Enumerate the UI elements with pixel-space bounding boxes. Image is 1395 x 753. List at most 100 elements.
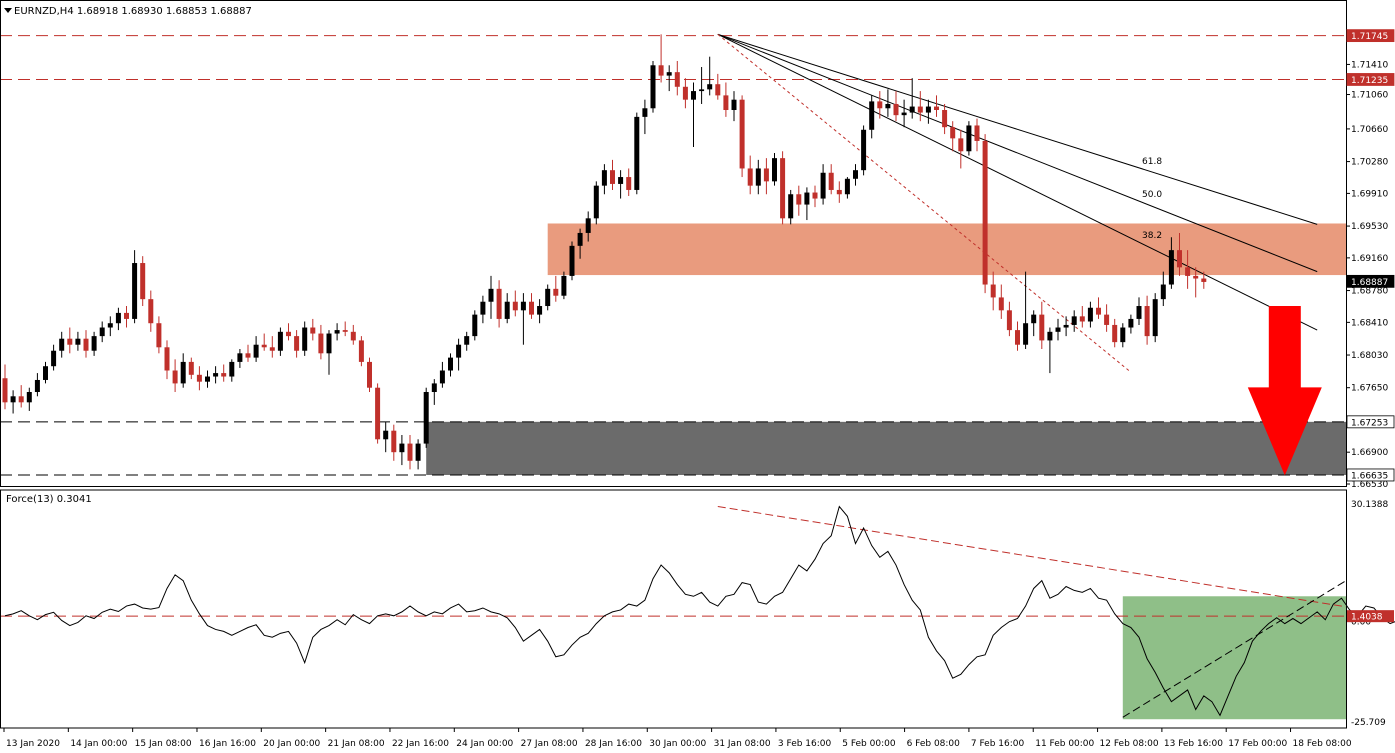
- candle-body: [512, 301, 518, 311]
- price-badge-label: 1.71235: [1351, 76, 1388, 86]
- candle-body: [1079, 316, 1085, 322]
- candle-body: [448, 357, 453, 371]
- candle-body: [788, 194, 794, 219]
- candle-body: [1136, 306, 1142, 319]
- candle-body: [59, 338, 65, 351]
- indicator-trendline-black: [1122, 580, 1347, 718]
- candle-body: [974, 125, 980, 141]
- indicator-badge: [1347, 610, 1394, 623]
- price-tick-label: 1.68410: [1351, 318, 1388, 328]
- candle-body: [828, 172, 834, 190]
- time-tick-label: 24 Jan 00:00: [456, 739, 513, 749]
- indicator-green-zone: [1122, 596, 1346, 720]
- candle-body: [318, 333, 324, 354]
- price-frame: [0, 0, 1347, 487]
- candle-body: [796, 194, 802, 205]
- candle-body: [18, 396, 24, 403]
- candle-body: [674, 72, 680, 87]
- candle-body: [1071, 316, 1077, 325]
- candle-body: [205, 376, 210, 382]
- candle-body: [707, 84, 713, 90]
- candle-body: [350, 331, 356, 341]
- candle-body: [172, 370, 178, 384]
- candle-body: [51, 350, 57, 367]
- time-tick-label: 13 Feb 16:00: [1164, 739, 1223, 749]
- candle-body: [245, 353, 251, 358]
- candle-body: [156, 323, 162, 348]
- candle-body: [990, 284, 996, 298]
- candle-body: [950, 127, 956, 139]
- candle-body: [188, 361, 194, 375]
- time-tick-label: 12 Feb 08:00: [1100, 739, 1159, 749]
- candle-body: [812, 192, 818, 199]
- candle-body: [634, 116, 640, 190]
- candle-body: [593, 185, 599, 219]
- candle-body: [229, 361, 235, 377]
- candle-body: [43, 366, 48, 380]
- time-tick-label: 3 Feb 16:00: [778, 739, 832, 749]
- price-tick-label: 1.66530: [1351, 480, 1388, 490]
- time-tick-label: 28 Jan 16:00: [585, 739, 642, 749]
- candle-body: [844, 178, 850, 195]
- time-tick-label: 31 Jan 08:00: [714, 739, 771, 749]
- price-tick-label: 1.66900: [1351, 448, 1388, 458]
- candle-body: [439, 370, 445, 384]
- candle-body: [286, 331, 291, 337]
- candle-body: [545, 288, 551, 307]
- candle-body: [723, 95, 729, 110]
- candle-body: [1015, 330, 1020, 345]
- candle-body: [772, 158, 777, 182]
- candle-body: [415, 443, 421, 461]
- price-tick-label: 1.70280: [1351, 158, 1388, 168]
- candle-body: [310, 327, 316, 334]
- candle-body: [99, 327, 105, 337]
- candle-body: [1104, 314, 1110, 325]
- force-indicator-panel: [0, 505, 1395, 720]
- price-badge-label: 1.67253: [1351, 418, 1388, 428]
- candle-body: [755, 168, 761, 186]
- time-tick-label: 20 Jan 00:00: [263, 739, 320, 749]
- candle-body: [1201, 278, 1207, 282]
- candle-body: [10, 396, 16, 403]
- candle-body: [925, 106, 931, 113]
- indicator-header: Force(13) 0.3041: [6, 494, 92, 505]
- indicator-badge-label: 1.4038: [1351, 613, 1383, 623]
- candle-body: [1160, 284, 1166, 300]
- candle-body: [934, 106, 939, 110]
- candle-body: [196, 374, 202, 382]
- candle-body: [520, 301, 526, 311]
- candle-body: [302, 327, 308, 351]
- candle-body: [67, 338, 73, 345]
- time-tick-label: 30 Jan 00:00: [649, 739, 706, 749]
- price-badge-label: 1.68887: [1351, 278, 1388, 288]
- price-tick-label: 1.71410: [1351, 60, 1388, 70]
- time-tick-label: 27 Jan 08:00: [521, 739, 578, 749]
- candle-body: [1087, 307, 1093, 322]
- indicator-trendline-red: [717, 505, 1347, 608]
- candle-body: [691, 91, 696, 100]
- price-tick-label: 1.68030: [1351, 351, 1388, 361]
- candle-body: [423, 392, 429, 444]
- candle-body: [1096, 307, 1101, 315]
- candle-body: [1168, 250, 1174, 285]
- candle-body: [237, 353, 243, 362]
- candle-body: [909, 106, 915, 113]
- candle-body: [124, 312, 129, 319]
- time-tick-label: 18 Feb 08:00: [1293, 739, 1352, 749]
- candle-body: [537, 306, 543, 315]
- price-panel: 61.8 50.0 38.2: [0, 33, 1346, 476]
- price-tick-label: 1.69160: [1351, 254, 1388, 264]
- candle-body: [213, 373, 219, 377]
- candle-body: [853, 170, 858, 179]
- candle-body: [820, 172, 826, 199]
- candle-body: [869, 101, 875, 130]
- collapse-triangle-icon[interactable]: [4, 8, 12, 13]
- candle-body: [148, 299, 154, 324]
- candle-body: [464, 336, 470, 345]
- candle-body: [553, 288, 559, 296]
- candle-body: [375, 387, 381, 440]
- candle-body: [504, 301, 510, 319]
- candle-body: [666, 72, 672, 76]
- candle-body: [277, 331, 283, 351]
